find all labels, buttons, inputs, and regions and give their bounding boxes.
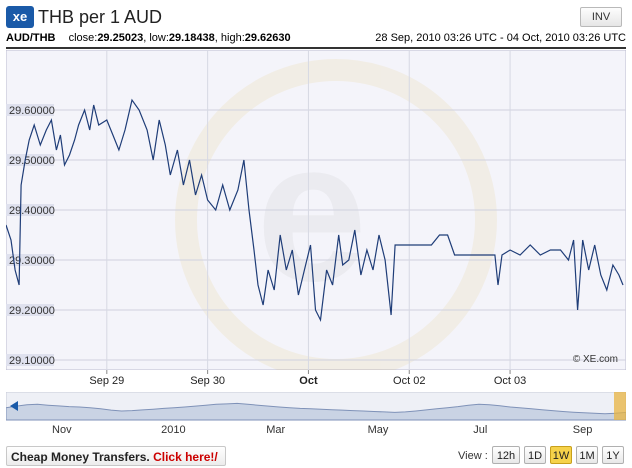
navigator-label: Mar bbox=[266, 424, 285, 436]
y-tick-label-bg bbox=[6, 254, 54, 266]
navigator-labels: Nov 2010 Mar May Jul Sep bbox=[52, 424, 592, 436]
invert-button[interactable]: INV bbox=[580, 7, 622, 27]
quote-info-bar: AUD/THB close:29.25023, low:29.18438, hi… bbox=[6, 30, 626, 46]
low-label: low: bbox=[149, 32, 169, 44]
view-1d-button[interactable]: 1D bbox=[524, 446, 546, 464]
close-label: close: bbox=[68, 32, 98, 44]
grid-lines bbox=[6, 50, 626, 370]
view-1w-button[interactable]: 1W bbox=[550, 446, 572, 464]
date-range: 28 Sep, 2010 03:26 UTC - 04 Oct, 2010 03… bbox=[375, 32, 626, 44]
navigator-selection-handle[interactable] bbox=[614, 392, 626, 420]
y-tick-label: 29.40000 bbox=[9, 205, 55, 217]
x-axis-ticks: Sep 29 Sep 30 Oct Oct 02 Oct 03 bbox=[89, 370, 526, 387]
y-tick-label: 29.50000 bbox=[9, 155, 55, 167]
rate-chart[interactable]: e 29.60000 29.50000 29.40000 29.30000 29.200… bbox=[6, 50, 626, 370]
separator: , bbox=[143, 32, 150, 44]
x-axis: Sep 29 Sep 30 Oct Oct 02 Oct 03 bbox=[89, 370, 526, 387]
navigator-area bbox=[6, 402, 626, 421]
rate-chart-svg: e 29.60000 29.50000 29.40000 29.30000 29.200… bbox=[6, 50, 626, 370]
navigator-label: Nov bbox=[52, 424, 72, 436]
view-label: View : bbox=[458, 450, 488, 462]
promo-text: Cheap Money Transfers. bbox=[11, 450, 150, 464]
view-1m-button[interactable]: 1M bbox=[576, 446, 598, 464]
separator: , bbox=[214, 32, 221, 44]
header-divider bbox=[6, 47, 626, 49]
y-tick-label-bg bbox=[6, 154, 54, 166]
promo-click-link[interactable]: Click here!/ bbox=[153, 450, 218, 464]
y-axis-ticks: 29.60000 29.50000 29.40000 29.30000 29.20000… bbox=[6, 104, 55, 367]
x-tick-label: Oct bbox=[299, 375, 318, 387]
view-12h-button[interactable]: 12h bbox=[492, 446, 520, 464]
navigator-label: May bbox=[368, 424, 389, 436]
y-tick-label-bg bbox=[6, 354, 54, 366]
high-value: 29.62630 bbox=[244, 32, 291, 44]
y-tick-label-bg bbox=[6, 204, 54, 216]
x-tick-label: Sep 29 bbox=[89, 375, 124, 387]
y-tick-label: 29.20000 bbox=[9, 305, 55, 317]
chart-title: THB per 1 AUD bbox=[38, 7, 163, 27]
view-1y-button[interactable]: 1Y bbox=[602, 446, 624, 464]
y-tick-label: 29.10000 bbox=[9, 355, 55, 367]
x-tick-label: Oct 02 bbox=[393, 375, 425, 387]
x-tick-label: Sep 30 bbox=[190, 375, 225, 387]
y-tick-label-bg bbox=[6, 104, 54, 116]
y-tick-label-bg bbox=[6, 304, 54, 316]
navigator-label: 2010 bbox=[161, 424, 185, 436]
y-tick-label: 29.30000 bbox=[9, 255, 55, 267]
currency-pair: AUD/THB bbox=[6, 32, 56, 44]
navigator-label: Jul bbox=[473, 424, 487, 436]
range-navigator[interactable]: Nov 2010 Mar May Jul Sep bbox=[6, 392, 626, 436]
money-transfer-promo[interactable]: Cheap Money Transfers. Click here!/ bbox=[6, 446, 226, 466]
x-tick-label: Oct 03 bbox=[494, 375, 526, 387]
copyright-watermark: © XE.com bbox=[573, 354, 618, 365]
low-value: 29.18438 bbox=[168, 32, 215, 44]
xe-logo: xe bbox=[6, 6, 34, 28]
high-label: high: bbox=[220, 32, 245, 44]
close-value: 29.25023 bbox=[97, 32, 144, 44]
navigator-label: Sep bbox=[573, 424, 593, 436]
y-tick-label: 29.60000 bbox=[9, 105, 55, 117]
svg-text:e: e bbox=[256, 100, 367, 323]
rate-series-line bbox=[6, 98, 624, 323]
navigator-left-arrow-icon[interactable] bbox=[10, 401, 18, 411]
